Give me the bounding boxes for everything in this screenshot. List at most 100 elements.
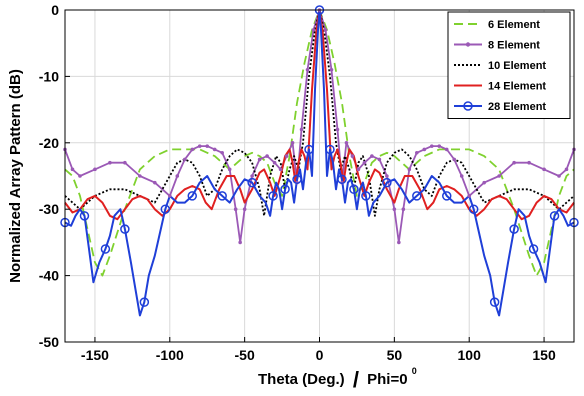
series-point-1 bbox=[392, 207, 397, 211]
series-point-4 bbox=[325, 144, 335, 155]
y-tick-label: -20 bbox=[39, 135, 59, 151]
x-axis-label: Theta (Deg.) / Phi=0 0 bbox=[258, 366, 417, 392]
legend-label-4: 28 Element bbox=[488, 101, 546, 113]
series-point-4 bbox=[361, 191, 371, 201]
series-point-4 bbox=[79, 211, 90, 221]
x-axis-label-main: Theta (Deg.) bbox=[258, 371, 345, 388]
series-point-1 bbox=[329, 67, 334, 72]
x-axis-label-slash: / bbox=[353, 367, 359, 392]
series-point-1 bbox=[467, 194, 472, 198]
series-point-1 bbox=[377, 157, 382, 162]
x-tick-label: 50 bbox=[387, 347, 403, 363]
series-point-1 bbox=[278, 167, 283, 172]
legend-marker-4 bbox=[463, 101, 473, 111]
legend-label-1: 8 Element bbox=[488, 40, 540, 52]
series-point-1 bbox=[167, 194, 172, 198]
series-point-1 bbox=[557, 174, 561, 178]
series-point-1 bbox=[452, 157, 457, 162]
x-tick-label: 150 bbox=[532, 347, 556, 363]
series-point-4 bbox=[217, 191, 227, 201]
series-point-1 bbox=[205, 144, 210, 148]
series-point-1 bbox=[362, 160, 367, 165]
series-point-1 bbox=[299, 127, 304, 132]
x-axis-label-suffix-sup: 0 bbox=[412, 366, 417, 376]
series-point-1 bbox=[265, 154, 269, 158]
x-tick-label: 100 bbox=[458, 347, 482, 363]
series-point-4 bbox=[247, 177, 257, 188]
x-axis-label-suffix: Phi=0 bbox=[367, 371, 407, 388]
series-point-4 bbox=[280, 184, 290, 195]
series-point-1 bbox=[415, 150, 419, 155]
legend-label-3: 14 Element bbox=[488, 81, 546, 93]
series-point-1 bbox=[220, 150, 224, 155]
series-point-1 bbox=[93, 167, 97, 172]
series-point-1 bbox=[233, 207, 238, 211]
series-point-1 bbox=[250, 174, 254, 178]
series-point-4 bbox=[442, 191, 452, 201]
series-point-1 bbox=[78, 174, 82, 178]
series-point-1 bbox=[512, 160, 516, 165]
series-point-1 bbox=[397, 240, 401, 245]
series-point-1 bbox=[564, 167, 569, 172]
series-point-1 bbox=[108, 160, 112, 165]
y-axis-label: Normalized Array Pattern (dB) bbox=[7, 69, 24, 283]
series-point-1 bbox=[323, 28, 328, 32]
series-point-1 bbox=[356, 167, 361, 172]
series-point-1 bbox=[305, 67, 310, 72]
series-point-1 bbox=[182, 157, 187, 162]
series-point-1 bbox=[370, 154, 374, 158]
series-point-1 bbox=[497, 174, 501, 178]
series-point-4 bbox=[160, 204, 171, 214]
x-tick-label: -150 bbox=[81, 347, 109, 363]
series-point-1 bbox=[175, 174, 180, 178]
series-point-4 bbox=[349, 184, 359, 195]
series-point-4 bbox=[528, 244, 539, 254]
series-point-4 bbox=[337, 174, 347, 185]
legend: 6 Element 8 Element 10 Element 14 Element 28… bbox=[447, 11, 571, 119]
series-point-1 bbox=[123, 160, 127, 165]
series-point-1 bbox=[401, 207, 406, 211]
series-point-1 bbox=[272, 160, 277, 165]
ticks-layer: -150 -100 -50 0 50 100 150 0 -10 -20 -30 -40 -50 bbox=[39, 2, 556, 363]
series-point-1 bbox=[238, 240, 242, 245]
series-point-1 bbox=[437, 144, 442, 148]
series-point-1 bbox=[197, 144, 202, 148]
legend-label-0: 6 Element bbox=[488, 19, 540, 31]
series-point-4 bbox=[304, 144, 314, 155]
series-point-1 bbox=[212, 147, 217, 152]
series-point-1 bbox=[335, 127, 340, 132]
series-point-1 bbox=[429, 144, 434, 148]
series-point-1 bbox=[242, 207, 247, 211]
y-tick-label: -40 bbox=[39, 268, 59, 284]
series-point-1 bbox=[407, 167, 412, 172]
series-point-4 bbox=[549, 211, 560, 221]
series-point-1 bbox=[227, 167, 232, 172]
y-tick-label: 0 bbox=[51, 2, 59, 18]
series-point-4 bbox=[292, 174, 302, 185]
series-point-1 bbox=[350, 154, 355, 158]
x-tick-label: -100 bbox=[156, 347, 184, 363]
series-point-4 bbox=[468, 204, 479, 214]
series-point-1 bbox=[257, 157, 262, 162]
series-point-1 bbox=[284, 154, 289, 158]
series-point-4 bbox=[509, 224, 519, 234]
series-point-4 bbox=[268, 191, 278, 201]
series-point-1 bbox=[344, 141, 349, 145]
legend-box bbox=[447, 11, 571, 119]
y-tick-label: -30 bbox=[39, 201, 59, 217]
series-point-4 bbox=[412, 191, 422, 201]
x-tick-label: -50 bbox=[235, 347, 255, 363]
series-point-1 bbox=[542, 167, 546, 172]
series-point-4 bbox=[382, 177, 392, 188]
series-point-4 bbox=[100, 244, 111, 254]
series-point-4 bbox=[120, 224, 130, 234]
series-point-4 bbox=[187, 191, 197, 201]
series-point-1 bbox=[482, 180, 486, 185]
series-point-1 bbox=[311, 28, 316, 32]
series-point-1 bbox=[527, 160, 531, 165]
legend-marker-1 bbox=[465, 42, 471, 47]
series-point-1 bbox=[444, 147, 449, 152]
series-point-1 bbox=[153, 180, 157, 185]
series-point-4 bbox=[139, 297, 150, 307]
y-tick-label: -10 bbox=[39, 68, 59, 84]
